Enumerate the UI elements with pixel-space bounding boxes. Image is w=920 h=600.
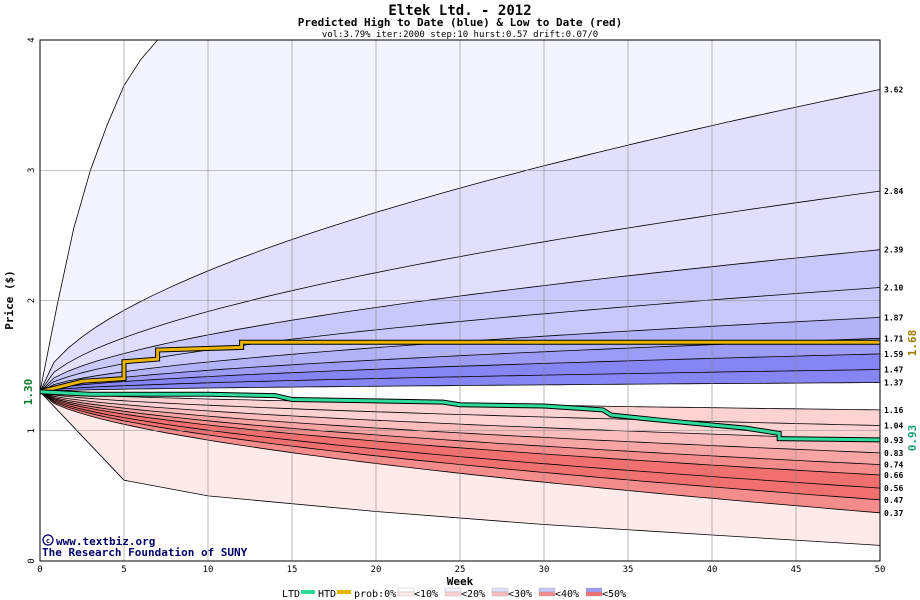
y-axis-ticks: 0 1 2 3 4 xyxy=(27,37,37,563)
x-tick-label: 40 xyxy=(707,565,718,575)
copyright-icon xyxy=(42,534,54,546)
x-tick-label: 15 xyxy=(287,565,298,575)
chart-subtitle: Predicted High to Date (blue) & Low to D… xyxy=(298,16,623,29)
right-value-label: 0.93 xyxy=(884,436,903,445)
right-value-label: 3.62 xyxy=(884,85,903,94)
right-value-labels: 3.62 2.84 2.39 2.10 1.87 1.71 1.59 1.47 1.37 1.16… xyxy=(884,85,903,517)
right-value-label: 1.47 xyxy=(884,366,903,375)
right-value-label: 0.66 xyxy=(884,471,903,480)
right-value-label: 1.37 xyxy=(884,379,903,388)
legend-bucket-label: <50% xyxy=(602,589,626,600)
x-tick-label: 20 xyxy=(371,565,382,575)
credits: c www.textbiz.org The Research Foundatio… xyxy=(42,534,248,559)
legend-bucket-swatch-red xyxy=(444,591,462,597)
x-tick-label: 0 xyxy=(37,565,42,575)
credit-org: The Research Foundation of SUNY xyxy=(42,546,248,559)
legend-bucket-swatch-blue xyxy=(397,587,415,593)
htd-last-value-label: 1.68 xyxy=(906,330,919,357)
right-value-label: 1.71 xyxy=(884,334,903,343)
legend-bucket-swatch-red xyxy=(585,591,603,597)
legend: LTD HTD prob:0% <10% <20% <30% <40% <50% xyxy=(282,587,626,600)
legend-bucket-swatch-red xyxy=(538,591,556,597)
start-price-label: 1.30 xyxy=(22,379,35,406)
right-value-label: 0.83 xyxy=(884,449,903,458)
legend-bucket-swatch-blue xyxy=(585,587,603,593)
x-axis-ticks: 0 5 10 15 20 25 30 35 40 45 50 xyxy=(37,565,885,575)
legend-ltd-label: LTD xyxy=(282,589,300,600)
right-value-label: 1.04 xyxy=(884,422,903,431)
chart-params: vol:3.79% iter:2000 step:10 hurst:0.57 d… xyxy=(322,30,598,40)
right-value-label: 0.56 xyxy=(884,484,903,493)
svg-text:c: c xyxy=(46,537,50,545)
x-tick-label: 25 xyxy=(455,565,466,575)
legend-bucket-swatch-blue xyxy=(538,587,556,593)
y-tick-label: 2 xyxy=(27,298,37,303)
x-tick-label: 5 xyxy=(121,565,126,575)
band-low-2 xyxy=(40,391,880,453)
legend-ltd-swatch xyxy=(301,590,315,594)
chart-title: Eltek Ltd. - 2012 xyxy=(388,3,531,19)
legend-bucket-label: <30% xyxy=(508,589,532,600)
right-value-label: 1.16 xyxy=(884,406,903,415)
x-tick-label: 35 xyxy=(623,565,634,575)
series-ltd xyxy=(39,390,881,442)
legend-bucket-swatch-red xyxy=(491,591,509,597)
ltd-last-value-label: 0.93 xyxy=(906,425,919,452)
right-value-label: 2.10 xyxy=(884,283,903,292)
right-value-label: 2.84 xyxy=(884,187,903,196)
right-value-label: 1.59 xyxy=(884,350,903,359)
credit-site: www.textbiz.org xyxy=(56,535,155,548)
legend-prob-label: prob:0% xyxy=(354,589,396,600)
right-value-label: 2.39 xyxy=(884,246,903,255)
x-tick-label: 10 xyxy=(203,565,214,575)
band-low-3 xyxy=(40,391,880,465)
legend-bucket-swatch-red xyxy=(397,591,415,597)
y-tick-label: 1 xyxy=(27,428,37,433)
legend-htd-swatch xyxy=(337,590,351,594)
band-low-4 xyxy=(40,391,880,475)
series-htd xyxy=(39,340,880,394)
outer-high-curve xyxy=(39,39,158,392)
y-tick-label: 0 xyxy=(27,558,37,563)
legend-bucket-label: <40% xyxy=(555,589,579,600)
y-tick-label: 4 xyxy=(27,37,37,42)
legend-bucket-swatch-blue xyxy=(444,587,462,593)
x-tick-label: 30 xyxy=(539,565,550,575)
x-tick-label: 45 xyxy=(791,565,802,575)
legend-bucket-swatch-blue xyxy=(491,587,509,593)
legend-htd-label: HTD xyxy=(318,589,336,600)
right-value-label: 0.47 xyxy=(884,496,903,505)
x-axis-label: Week xyxy=(447,575,474,588)
plot-frame xyxy=(39,39,881,562)
band-low-outer xyxy=(40,391,880,546)
legend-bucket-label: <20% xyxy=(461,589,485,600)
band-high-outer xyxy=(40,40,880,392)
band-low-5 xyxy=(40,391,880,489)
right-value-label: 1.87 xyxy=(884,313,903,322)
right-value-label: 0.74 xyxy=(884,461,903,470)
legend-bucket-label: <10% xyxy=(414,589,438,600)
y-axis-label: Price ($) xyxy=(3,270,16,330)
y-tick-label: 3 xyxy=(27,168,37,173)
right-value-label: 0.37 xyxy=(884,509,903,518)
x-tick-label: 50 xyxy=(875,565,886,575)
data-series xyxy=(39,339,881,443)
